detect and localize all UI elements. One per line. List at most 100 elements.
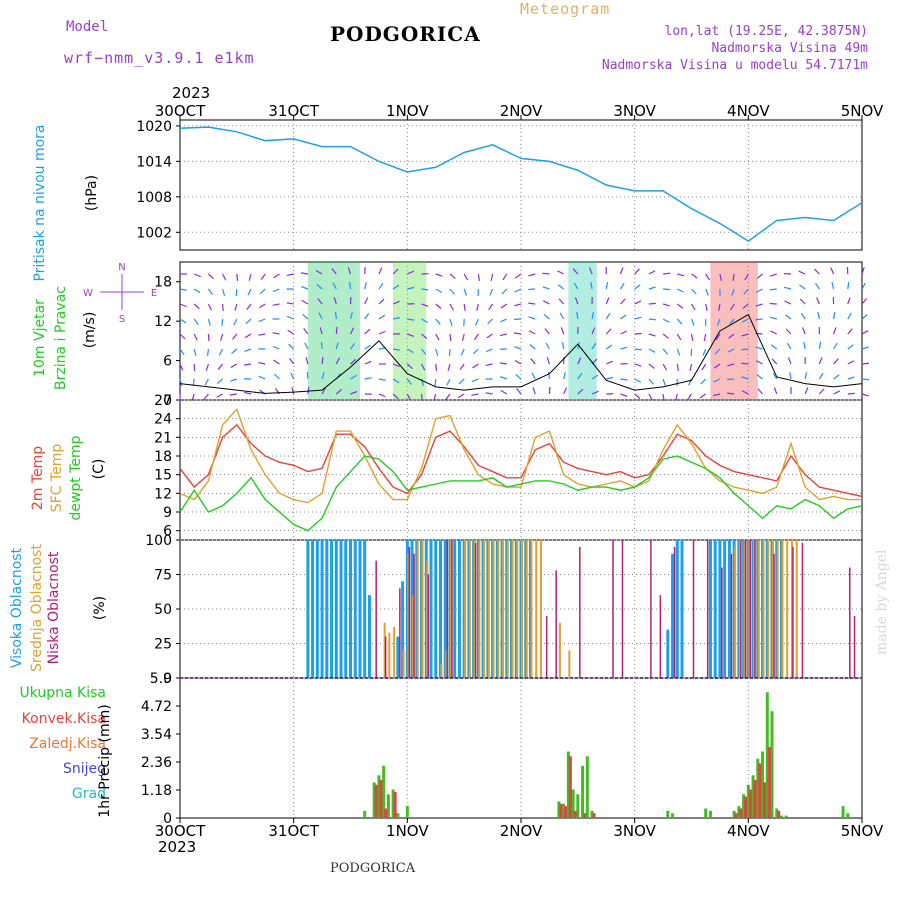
wind-arrow — [321, 387, 326, 395]
wind-arrow — [320, 341, 323, 350]
convective-precip-bar — [564, 806, 568, 818]
wind-arrow — [756, 360, 763, 365]
high-cloud-bar — [675, 540, 679, 678]
wind-arrow — [260, 273, 266, 281]
xtick-label-bottom: 2NOV — [500, 822, 543, 840]
wind-arrow — [486, 333, 493, 339]
wind-arrow — [449, 288, 455, 295]
wind-arrow — [307, 386, 310, 395]
wind-arrow — [620, 298, 626, 305]
low-cloud-bar — [740, 540, 742, 678]
wind-arrow — [847, 312, 852, 320]
mid-cloud-bar — [781, 540, 784, 678]
high-cloud-bar — [708, 540, 712, 678]
wind-arrow — [847, 281, 850, 290]
mid-cloud-bar — [753, 540, 756, 678]
high-cloud-bar — [401, 581, 405, 678]
mid-cloud-bar — [772, 540, 775, 678]
wind-arrow — [334, 311, 337, 320]
ytick-label-temperature: 21 — [154, 430, 172, 446]
total-precip-bar — [396, 813, 400, 818]
wind-arrow — [690, 333, 694, 341]
wind-arrow — [803, 342, 806, 350]
wind-arrow — [804, 387, 809, 395]
ytick-label-clouds: 50 — [154, 602, 172, 618]
wind-arrow — [435, 333, 440, 341]
wind-arrow — [290, 372, 295, 380]
mid-cloud-bar — [511, 540, 514, 678]
hail-label: Grad — [71, 786, 106, 802]
high-cloud-bar — [334, 540, 338, 678]
total-precip-bar — [405, 806, 409, 818]
wind-arrow — [378, 298, 385, 305]
wind-arrow — [449, 303, 454, 311]
wind-arrow — [676, 348, 681, 356]
wind-arrow — [258, 318, 266, 323]
wind-arrow — [421, 288, 429, 291]
mid-cloud-bar — [748, 540, 751, 678]
wind-arrow — [648, 378, 654, 385]
high-cloud-bar — [443, 540, 447, 678]
wind-arrow — [179, 348, 185, 356]
convective-precip-bar — [374, 784, 378, 818]
total-precip-bar — [377, 775, 381, 818]
wind-arrow — [463, 288, 468, 296]
wind-arrow — [648, 318, 656, 321]
wind-arrow — [446, 378, 451, 386]
wind-arrow — [702, 348, 707, 356]
wind-arrow — [663, 288, 671, 291]
wind-arrow — [861, 362, 870, 365]
wind-arrow — [620, 378, 628, 381]
wind-arrow — [406, 363, 413, 370]
high-cloud-bar — [453, 540, 457, 678]
wind-arrow — [769, 316, 777, 320]
wind-arrow — [700, 378, 707, 385]
mid-cloud-bar — [762, 540, 765, 678]
wind-arrow — [634, 268, 640, 275]
wind-arrow — [755, 318, 763, 321]
low-cloud-bar — [446, 540, 448, 678]
wind-arrow — [547, 371, 551, 380]
mid-cloud-bar — [568, 650, 571, 678]
low-cloud-bar — [749, 540, 752, 678]
wind-arrow — [477, 273, 481, 282]
wind-arrow — [435, 273, 443, 277]
wind-arrow — [407, 348, 414, 354]
wind-arrow — [179, 333, 186, 340]
wind-arrow — [591, 327, 596, 335]
wind-arrow — [732, 273, 735, 282]
wind-arrow — [315, 269, 323, 275]
high-cloud-bar — [457, 540, 461, 678]
low-cloud-bar — [692, 540, 695, 678]
wind-arrow — [316, 283, 323, 290]
wind-arrow — [833, 342, 838, 350]
wind-arrow — [542, 272, 550, 275]
snow-label: Snijeg — [62, 761, 106, 777]
wind-arrow — [289, 357, 295, 365]
wind-arrow — [459, 363, 465, 371]
high-cloud-bar — [306, 540, 310, 678]
high-cloud-bar — [727, 540, 731, 678]
total-precip-bar — [704, 808, 708, 818]
mid-cloud-bar — [738, 540, 741, 678]
wind-arrow — [663, 272, 671, 275]
ytick-label-wind: 6 — [163, 354, 172, 370]
wind-arrow — [393, 316, 401, 320]
wind-arrow — [690, 303, 696, 311]
wind-arrow — [634, 316, 642, 320]
wind-arrow — [648, 302, 656, 305]
wind-arrow — [545, 342, 550, 350]
wind-arrow — [620, 346, 628, 350]
convective-precip-bar — [758, 763, 762, 818]
wind-arrow — [435, 318, 441, 325]
wind-arrow — [393, 348, 401, 351]
wind-arrow — [588, 267, 593, 275]
wind-arrow — [335, 342, 339, 350]
mid-cloud-bar — [473, 540, 476, 678]
wind-arrow — [543, 314, 550, 320]
year-label-bottom: 2023 — [158, 838, 197, 856]
total-precip-bar — [576, 794, 580, 818]
wind-arrow — [474, 318, 479, 326]
wind-arrow — [689, 363, 693, 371]
low-cloud-bar — [474, 542, 477, 678]
